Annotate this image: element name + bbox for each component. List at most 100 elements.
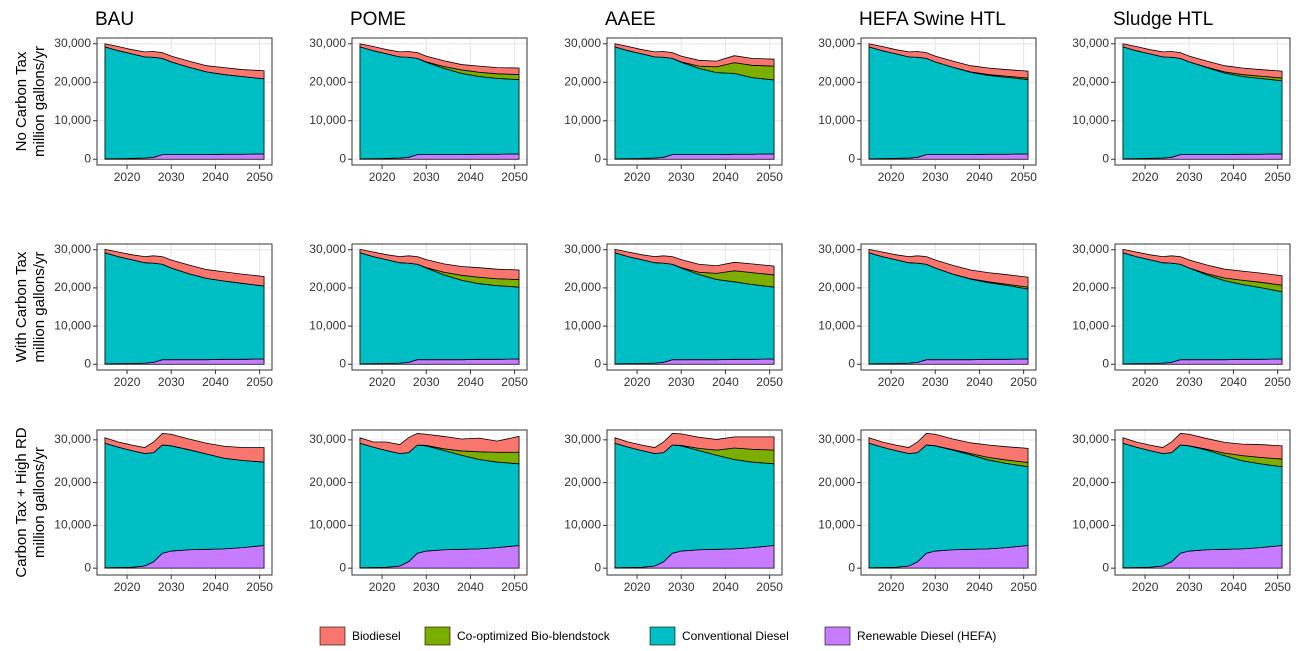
area	[1122, 43, 1283, 79]
x-tick-label: 2030	[668, 170, 695, 184]
x-tick-label: 2040	[712, 375, 739, 389]
panel-border	[96, 243, 273, 371]
panel: 0 10,000 20,000 30,000 2020 2030 2040 2050	[818, 429, 1037, 594]
x-tick-label: 2050	[1010, 580, 1037, 594]
legend-label: Conventional Diesel	[682, 629, 789, 643]
x-tick-label: 2020	[369, 375, 396, 389]
panel-border	[1114, 243, 1291, 371]
x-tick-label: 2050	[501, 580, 528, 594]
panel: 0 10,000 20,000 30,000 2020 2030 2040 2050	[54, 242, 273, 389]
y-tick-label: 10,000	[818, 518, 855, 532]
x-tick-label: 2040	[457, 170, 484, 184]
y-tick-label: 10,000	[54, 113, 91, 127]
y-tick-label: 20,000	[564, 280, 601, 294]
y-tick-label: 20,000	[1072, 280, 1109, 294]
panel: 0 10,000 20,000 30,000 2020 2030 2040 2050	[309, 242, 528, 389]
x-tick-label: 2050	[1264, 170, 1291, 184]
legend-key	[649, 626, 676, 646]
y-tick-label: 0	[848, 560, 855, 574]
x-tick-label: 2030	[1176, 580, 1203, 594]
area	[614, 248, 775, 276]
x-tick-label: 2030	[1176, 375, 1203, 389]
row-label: With Carbon Tax	[13, 251, 30, 362]
x-tick-label: 2030	[668, 375, 695, 389]
y-axis-title: million gallons/yr	[31, 46, 48, 157]
y-tick-label: 10,000	[309, 113, 346, 127]
column-title: HEFA Swine HTL	[859, 9, 1006, 30]
column-title: AAEE	[605, 9, 656, 30]
y-tick-label: 10,000	[564, 518, 601, 532]
area	[1122, 248, 1283, 286]
x-tick-label: 2050	[756, 170, 783, 184]
y-tick-label: 0	[84, 151, 91, 165]
y-tick-label: 30,000	[1072, 432, 1109, 446]
y-tick-label: 20,000	[309, 74, 346, 88]
legend-key	[424, 626, 451, 646]
y-tick-label: 30,000	[309, 432, 346, 446]
area	[359, 433, 520, 454]
x-tick-label: 2020	[624, 580, 651, 594]
column-title: BAU	[95, 9, 134, 30]
x-tick-label: 2020	[624, 170, 651, 184]
row-label: No Carbon Tax	[13, 51, 30, 151]
y-tick-label: 0	[594, 356, 601, 370]
x-tick-label: 2030	[1176, 170, 1203, 184]
y-tick-label: 20,000	[564, 475, 601, 489]
y-tick-label: 0	[339, 151, 346, 165]
x-tick-label: 2040	[202, 580, 229, 594]
x-tick-label: 2040	[457, 375, 484, 389]
area	[614, 433, 775, 454]
panel: 0 10,000 20,000 30,000 2020 2030 2040 2050	[1072, 429, 1291, 594]
area	[104, 43, 265, 80]
x-tick-label: 2050	[1264, 375, 1291, 389]
x-tick-label: 2040	[202, 375, 229, 389]
x-tick-label: 2030	[413, 580, 440, 594]
x-tick-label: 2040	[1220, 170, 1247, 184]
panel-border	[1114, 429, 1291, 576]
x-tick-label: 2050	[246, 580, 273, 594]
area	[868, 248, 1029, 288]
panel: 0 10,000 20,000 30,000 2020 2030 2040 2050	[1072, 242, 1291, 389]
x-tick-label: 2040	[1220, 580, 1247, 594]
x-tick-label: 2030	[922, 375, 949, 389]
x-tick-label: 2040	[966, 580, 993, 594]
y-tick-label: 20,000	[54, 475, 91, 489]
area	[104, 433, 265, 463]
area	[359, 248, 520, 280]
panel-border	[606, 243, 783, 371]
area	[614, 43, 775, 68]
x-tick-label: 2050	[756, 580, 783, 594]
y-tick-label: 10,000	[1072, 318, 1109, 332]
x-tick-label: 2020	[114, 170, 141, 184]
panel: 0 10,000 20,000 30,000 2020 2030 2040 2050	[309, 429, 528, 594]
y-tick-label: 30,000	[54, 432, 91, 446]
y-tick-label: 0	[339, 560, 346, 574]
panel-border	[96, 37, 273, 166]
legend-key	[319, 626, 346, 646]
y-axis-title: million gallons/yr	[31, 252, 48, 363]
y-tick-label: 20,000	[309, 475, 346, 489]
y-tick-label: 30,000	[309, 242, 346, 256]
panel: 0 10,000 20,000 30,000 2020 2030 2040 2050	[564, 242, 783, 389]
y-tick-label: 30,000	[818, 36, 855, 50]
y-tick-label: 30,000	[564, 432, 601, 446]
y-tick-label: 30,000	[309, 36, 346, 50]
y-tick-label: 20,000	[54, 74, 91, 88]
y-tick-label: 10,000	[818, 113, 855, 127]
y-tick-label: 30,000	[54, 242, 91, 256]
y-tick-label: 30,000	[564, 36, 601, 50]
x-tick-label: 2050	[246, 375, 273, 389]
x-tick-label: 2050	[501, 170, 528, 184]
x-tick-label: 2040	[1220, 375, 1247, 389]
y-tick-label: 0	[848, 151, 855, 165]
area	[104, 248, 265, 287]
x-tick-label: 2020	[878, 170, 905, 184]
y-tick-label: 30,000	[1072, 242, 1109, 256]
x-tick-label: 2020	[1132, 170, 1159, 184]
column-title: POME	[350, 9, 406, 30]
y-tick-label: 0	[1102, 151, 1109, 165]
panel: 0 10,000 20,000 30,000 2020 2030 2040 2050	[818, 242, 1037, 389]
panel-border	[1114, 37, 1291, 166]
x-tick-label: 2040	[457, 580, 484, 594]
y-tick-label: 20,000	[309, 280, 346, 294]
